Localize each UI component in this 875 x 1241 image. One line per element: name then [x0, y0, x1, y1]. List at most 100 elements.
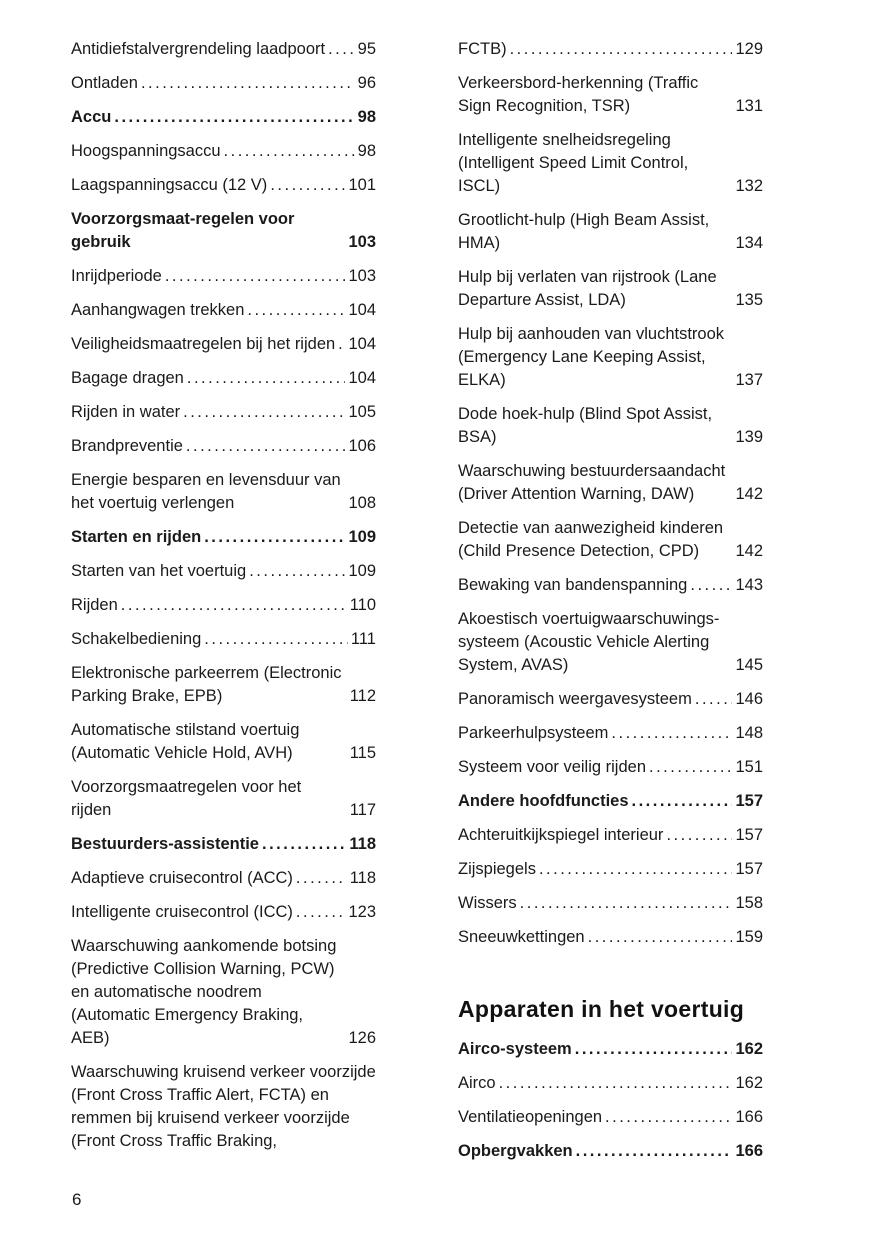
- toc-entry-label: Bestuurders-assistentie: [71, 835, 259, 853]
- toc-entry-page: 151: [735, 758, 763, 776]
- toc-entry-label: Antidiefstalvergrendeling laadpoort: [71, 40, 326, 58]
- toc-entry-label: FCTB): [458, 40, 507, 58]
- toc-entry: Antidiefstalvergrendeling laadpoort 95: [71, 38, 376, 61]
- toc-entry-label: Energie besparen en levensduur van het v…: [71, 471, 341, 512]
- dot-leader: [183, 401, 345, 424]
- dot-leader: [141, 72, 355, 95]
- dot-leader: [539, 858, 733, 881]
- dot-leader: [649, 756, 732, 779]
- toc-entry: Automatische stilstand voertuig (Automat…: [71, 719, 376, 765]
- toc-entry-page: 142: [735, 542, 763, 560]
- toc-entry-page: 142: [735, 485, 763, 503]
- toc-entry: FCTB) 129: [458, 38, 763, 61]
- dot-leader: [114, 106, 354, 129]
- toc-entry-page: 98: [357, 108, 376, 126]
- toc-entry-page: 166: [735, 1108, 763, 1126]
- dot-leader: [296, 867, 347, 890]
- toc-entry-label: Starten en rijden: [71, 528, 202, 546]
- toc-entry: Voorzorgsmaat-regelen voor gebruik 103: [71, 208, 376, 254]
- toc-entry: Starten en rijden 109: [71, 526, 376, 549]
- toc-entry-page: 134: [735, 234, 763, 252]
- toc-entry-page: 101: [348, 176, 376, 194]
- toc-entry-page: 98: [357, 142, 376, 160]
- dot-leader: [262, 833, 346, 856]
- toc-entry-page: 111: [350, 630, 376, 648]
- dot-leader: [296, 901, 346, 924]
- toc-entry-label: Airco: [458, 1074, 496, 1092]
- toc-entry: Ontladen 96: [71, 72, 376, 95]
- toc-entry-page: 104: [348, 369, 376, 387]
- toc-entry: Voorzorgsmaatregelen voor het rijden 117: [71, 776, 376, 822]
- toc-entry-page: 143: [735, 576, 763, 594]
- toc-entry-label: Wissers: [458, 894, 517, 912]
- dot-leader: [510, 38, 733, 61]
- toc-entry-label: Zijspiegels: [458, 860, 536, 878]
- toc-entry-page: 109: [348, 528, 376, 546]
- toc-entry-label: Detectie van aanwezigheid kinderen (Chil…: [458, 519, 724, 560]
- dot-leader: [611, 722, 732, 745]
- toc-entry-page: 105: [348, 403, 376, 421]
- toc-entry: Hulp bij aanhouden van vluchtstrook (Eme…: [458, 323, 763, 392]
- toc-entry-page: 157: [735, 826, 763, 844]
- toc-entry-page: 146: [735, 690, 763, 708]
- toc-entry: Accu 98: [71, 106, 376, 129]
- dot-leader: [499, 1072, 733, 1095]
- toc-entry: Waarschuwing aankomende botsing (Predict…: [71, 935, 376, 1050]
- toc-entry: Elektronische parkeerrem (Electronic Par…: [71, 662, 376, 708]
- dot-leader: [224, 140, 355, 163]
- dot-leader: [247, 299, 345, 322]
- toc-entry: Hoogspanningsaccu 98: [71, 140, 376, 163]
- toc-entry: Airco-systeem 162: [458, 1038, 763, 1061]
- toc-entry-page: 135: [735, 291, 763, 309]
- toc-entry: Schakelbediening 111: [71, 628, 376, 651]
- toc-entry-label: Aanhangwagen trekken: [71, 301, 245, 319]
- toc-entry-label: Automatische stilstand voertuig (Automat…: [71, 721, 300, 762]
- toc-entry-page: 110: [349, 596, 376, 614]
- toc-entry-label: Laagspanningsaccu (12 V): [71, 176, 268, 194]
- toc-entry-label: Hulp bij aanhouden van vluchtstrook (Eme…: [458, 325, 725, 389]
- toc-entry-page: 106: [348, 437, 376, 455]
- toc-entry-label: Bewaking van bandenspanning: [458, 576, 688, 594]
- toc-entry-label: Brandpreventie: [71, 437, 183, 455]
- toc-entry-page: 157: [735, 860, 763, 878]
- toc-entry: Systeem voor veilig rijden 151: [458, 756, 763, 779]
- toc-entry-page: 162: [735, 1074, 763, 1092]
- toc-entry-label: Intelligente cruisecontrol (ICC): [71, 903, 293, 921]
- toc-entry: Grootlicht-hulp (High Beam Assist, HMA) 1…: [458, 209, 763, 255]
- toc-entry-label: Sneeuwkettingen: [458, 928, 585, 946]
- dot-leader: [520, 892, 733, 915]
- toc-entry-page: 159: [735, 928, 763, 946]
- toc-entry: Airco 162: [458, 1072, 763, 1095]
- toc-entry: Bagage dragen 104: [71, 367, 376, 390]
- toc-entry: Dode hoek-hulp (Blind Spot Assist, BSA) 1…: [458, 403, 763, 449]
- dot-leader: [588, 926, 733, 949]
- toc-entry: Parkeerhulpsysteem 148: [458, 722, 763, 745]
- toc-entry: Laagspanningsaccu (12 V) 101: [71, 174, 376, 197]
- toc-entry-label: Voorzorgsmaat-regelen voor gebruik: [71, 210, 295, 251]
- toc-entry: Opbergvakken 166: [458, 1140, 763, 1163]
- dot-leader: [121, 594, 347, 617]
- toc-entry-page: 104: [348, 335, 376, 353]
- toc-entry-label: Parkeerhulpsysteem: [458, 724, 609, 742]
- toc-entry: Rijden 110: [71, 594, 376, 617]
- toc-entry-label: Waarschuwing kruisend verkeer voorzijde …: [71, 1063, 376, 1150]
- toc-entry-page: 145: [735, 656, 763, 674]
- toc-entry-label: Waarschuwing bestuurdersaandacht (Driver…: [458, 462, 726, 503]
- toc-entry-label: Schakelbediening: [71, 630, 202, 648]
- dot-leader: [632, 790, 733, 813]
- page-number: 6: [72, 1190, 82, 1209]
- toc-entry-label: Opbergvakken: [458, 1142, 573, 1160]
- toc-entry-label: Grootlicht-hulp (High Beam Assist, HMA): [458, 211, 710, 252]
- toc-column-left: Antidiefstalvergrendeling laadpoort 95 Ont…: [71, 38, 376, 1174]
- toc-entry-page: 131: [735, 97, 763, 115]
- dot-leader: [249, 560, 345, 583]
- dot-leader: [338, 333, 345, 356]
- dot-leader: [576, 1140, 733, 1163]
- toc-entry-page: 137: [735, 371, 763, 389]
- toc-entry-label: Panoramisch weergavesysteem: [458, 690, 692, 708]
- toc-entry-page: 95: [357, 40, 376, 58]
- dot-leader: [666, 824, 732, 847]
- toc-entry-label: Accu: [71, 108, 112, 126]
- toc-entry: Verkeersbord-herkenning (Traffic Sign Re…: [458, 72, 763, 118]
- toc-entry-label: Veiligheidsmaatregelen bij het rijden: [71, 335, 336, 353]
